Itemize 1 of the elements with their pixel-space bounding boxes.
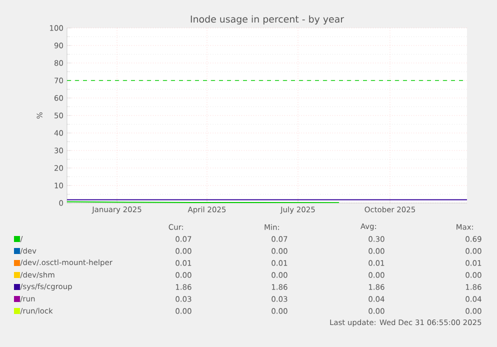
chart-title: Inode usage in percent - by year <box>190 15 344 24</box>
